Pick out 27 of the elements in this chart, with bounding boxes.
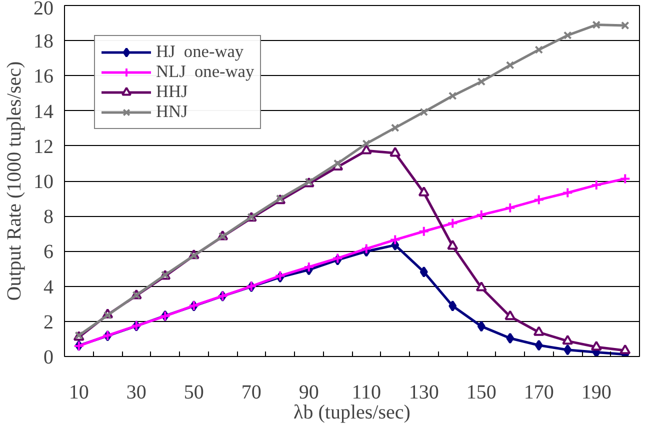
x-tick-label: 50 [184, 382, 204, 404]
y-tick-label: 12 [34, 136, 54, 158]
x-tick-label: 70 [241, 382, 262, 404]
x-tick-label: 150 [466, 382, 496, 404]
y-tick-label: 18 [34, 30, 54, 53]
y-tick-label: 6 [44, 241, 54, 264]
y-tick-label: 20 [34, 0, 54, 20]
y-tick-label: 14 [34, 100, 54, 123]
legend-label: HNJ [156, 102, 188, 122]
x-axis-title: λb (tuples/sec) [294, 402, 410, 424]
y-tick-label: 16 [34, 66, 54, 88]
legend-label: HJ one-way [156, 42, 244, 62]
y-tick-label: 2 [44, 311, 54, 334]
y-axis-title: Output Rate (1000 tuples/sec) [4, 61, 26, 301]
y-tick-label: 0 [44, 346, 54, 368]
legend-label: HHJ [156, 82, 188, 102]
y-tick-label: 4 [44, 276, 54, 298]
x-tick-label: 190 [581, 382, 612, 404]
x-tick-label: 90 [298, 382, 319, 404]
x-tick-label: 110 [352, 382, 382, 404]
x-tick-label: 170 [524, 382, 554, 404]
y-tick-label: 10 [34, 171, 54, 193]
x-tick-label: 130 [408, 382, 439, 404]
x-tick-label: 10 [68, 382, 89, 404]
x-tick-label: 30 [126, 382, 146, 404]
legend-label: NLJ one-way [156, 62, 254, 82]
y-tick-label: 8 [44, 206, 54, 228]
